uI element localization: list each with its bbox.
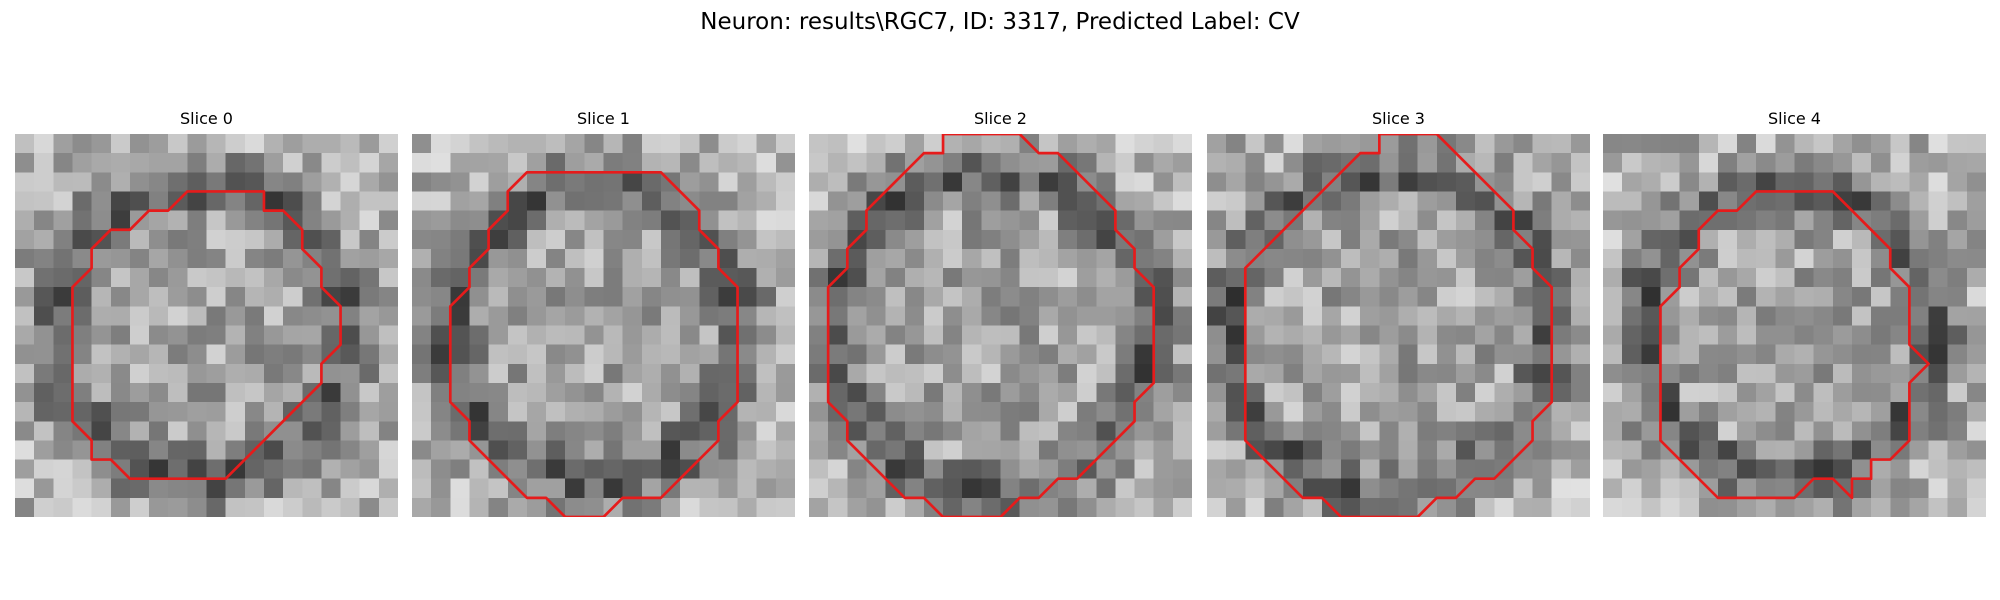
slice-title: Slice 1	[577, 109, 630, 128]
slice-image	[15, 134, 398, 517]
segmentation-contour	[71, 190, 342, 481]
slice-image	[809, 134, 1192, 517]
segmentation-contour	[1243, 134, 1554, 517]
segmentation-contour	[1659, 190, 1930, 500]
slice-panel-2: Slice 2	[809, 109, 1192, 517]
segmentation-contour	[826, 134, 1156, 517]
slice-image	[412, 134, 795, 517]
micrograph-texture	[15, 134, 398, 517]
slice-image	[1207, 134, 1590, 517]
slice-title: Slice 2	[974, 109, 1027, 128]
slice-panel-0: Slice 0	[15, 109, 398, 517]
segmentation-contour	[448, 170, 739, 517]
slice-panel-4: Slice 4	[1603, 109, 1986, 517]
micrograph-texture	[1603, 134, 1986, 517]
slice-title: Slice 4	[1768, 109, 1821, 128]
slice-panel-1: Slice 1	[412, 109, 795, 517]
figure-title: Neuron: results\RGC7, ID: 3317, Predicte…	[700, 9, 1300, 35]
slice-title: Slice 3	[1372, 109, 1425, 128]
micrograph-texture	[412, 134, 795, 517]
slice-panel-3: Slice 3	[1207, 109, 1590, 517]
slice-title: Slice 0	[180, 109, 233, 128]
slice-image	[1603, 134, 1986, 517]
micrograph-texture	[809, 134, 1192, 517]
